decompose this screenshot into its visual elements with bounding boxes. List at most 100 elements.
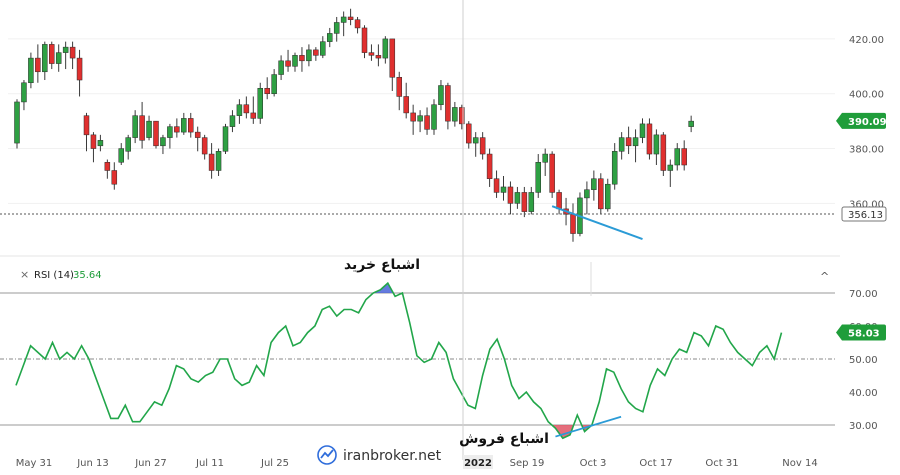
candle-body — [486, 153, 493, 179]
candle-body — [229, 115, 236, 127]
candle-body — [250, 112, 257, 119]
overbought-annotation: اشباع خرید — [344, 257, 420, 273]
rsi-header: × RSI (14) 35.64 ^ — [20, 268, 829, 283]
rsi-tick-label: 70.00 — [849, 289, 878, 300]
candle-body — [556, 192, 562, 210]
logo-chart-icon — [320, 449, 334, 459]
year-marker-bg — [463, 455, 493, 469]
candle-body — [285, 60, 291, 67]
candle-body — [605, 183, 611, 210]
candle-body — [639, 123, 646, 138]
collapse-panel-icon[interactable]: ^ — [820, 270, 829, 283]
oversold-annotation: اشباع فروش — [459, 431, 549, 447]
candle-body — [188, 118, 194, 133]
candle-body — [500, 186, 507, 193]
candle-body — [417, 115, 423, 122]
candle-body — [445, 85, 451, 122]
candle-body — [660, 134, 667, 171]
candle-body — [111, 170, 118, 185]
candle-body — [466, 123, 472, 144]
candle-body — [688, 120, 694, 127]
candle-body — [618, 137, 625, 152]
candle-body — [125, 137, 131, 152]
x-tick-label: Oct 31 — [705, 458, 738, 469]
x-tick-label: Jun 13 — [76, 458, 109, 469]
candle-body — [514, 192, 521, 204]
rsi-current-value: 35.64 — [73, 270, 102, 281]
candle-body — [139, 115, 145, 141]
candle-body — [584, 189, 590, 199]
candle-body — [257, 87, 263, 119]
candle-body — [507, 186, 514, 204]
price-axis-ticks: 420.00 400.00 380.00 360.00 — [849, 35, 884, 210]
rsi-title: RSI (14) — [34, 270, 74, 281]
rsi-tick-label: 40.00 — [849, 388, 878, 399]
candle-body — [632, 137, 639, 147]
candle-body — [528, 192, 535, 212]
candle-body — [49, 44, 55, 64]
price-tick-label: 380.00 — [849, 145, 884, 156]
candle-body — [146, 120, 152, 138]
candle-body — [625, 137, 632, 147]
rsi-last-value-label: 58.03 — [848, 329, 880, 340]
candle-body — [382, 38, 389, 59]
candle-body — [646, 123, 653, 155]
candle-body — [264, 87, 270, 94]
price-tick-label: 400.00 — [849, 90, 884, 101]
candle-body — [535, 162, 541, 193]
x-tick-label: Jun 27 — [134, 458, 167, 469]
candle-body — [327, 33, 333, 42]
price-gridlines — [8, 38, 835, 204]
price-panel: 420.00 400.00 380.00 360.00 390.09 356.13 — [0, 8, 887, 242]
rsi-level-lines — [0, 292, 835, 426]
candle-body — [403, 96, 409, 114]
rsi-tick-label: 30.00 — [849, 421, 878, 432]
x-tick-label: Jul 25 — [260, 458, 289, 469]
candle-body — [299, 55, 305, 62]
x-tick-label: Nov 14 — [782, 458, 817, 469]
candle-body — [42, 44, 48, 73]
last-price-label: 390.09 — [848, 117, 887, 128]
close-indicator-icon[interactable]: × — [20, 268, 29, 281]
watermark: iranbroker.net — [317, 445, 442, 465]
x-tick-label: Jul 11 — [195, 458, 224, 469]
candle-body — [521, 192, 528, 212]
rsi-line — [15, 281, 783, 440]
candle-body — [452, 107, 458, 122]
candle-body — [14, 101, 20, 144]
candle-body — [653, 134, 660, 155]
candle-body — [222, 126, 229, 152]
candle-body — [396, 77, 402, 97]
candle-body — [479, 137, 486, 155]
candle-body — [438, 85, 444, 105]
candle-body — [194, 131, 201, 138]
candle-body — [549, 153, 555, 193]
candle-body — [292, 55, 298, 67]
price-tick-label: 360.00 — [849, 199, 884, 210]
rsi-trendline — [555, 415, 622, 438]
candle-body — [28, 57, 34, 84]
candle-body — [76, 57, 83, 81]
candle-body — [21, 82, 27, 103]
reference-price-label: 356.13 — [848, 210, 883, 221]
candle-body — [35, 57, 41, 73]
rsi-last-value-badge: 58.03 — [836, 324, 886, 341]
candle-body — [410, 112, 416, 122]
candle-body — [306, 49, 312, 62]
x-axis: May 31 Jun 13 Jun 27 Jul 11 Jul 25 2022 Sep 19… — [16, 455, 818, 469]
candle-body — [333, 22, 340, 34]
x-tick-label: Oct 17 — [639, 458, 672, 469]
candle-body — [493, 178, 500, 193]
candle-body — [459, 107, 465, 125]
candle-body — [431, 104, 437, 130]
candle-body — [424, 115, 430, 130]
candle-body — [132, 115, 138, 138]
candle-body — [174, 126, 180, 133]
candle-body — [340, 16, 347, 23]
x-tick-label: 2022 — [464, 458, 492, 469]
candle-body — [118, 148, 124, 163]
candle-body — [591, 178, 597, 190]
candle-body — [181, 118, 187, 133]
